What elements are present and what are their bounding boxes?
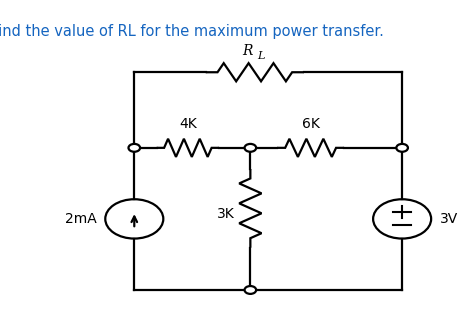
Text: 4K: 4K — [179, 117, 197, 131]
Text: Find the value of RL for the maximum power transfer.: Find the value of RL for the maximum pow… — [0, 24, 384, 39]
Circle shape — [245, 144, 256, 152]
Text: 6K: 6K — [302, 117, 319, 131]
Circle shape — [128, 144, 140, 152]
Circle shape — [396, 144, 408, 152]
Text: 3V: 3V — [440, 212, 458, 226]
Text: 3K: 3K — [217, 207, 235, 221]
Text: L: L — [257, 51, 265, 61]
Text: R: R — [242, 44, 252, 58]
Text: 2mA: 2mA — [65, 212, 96, 226]
Circle shape — [245, 286, 256, 294]
